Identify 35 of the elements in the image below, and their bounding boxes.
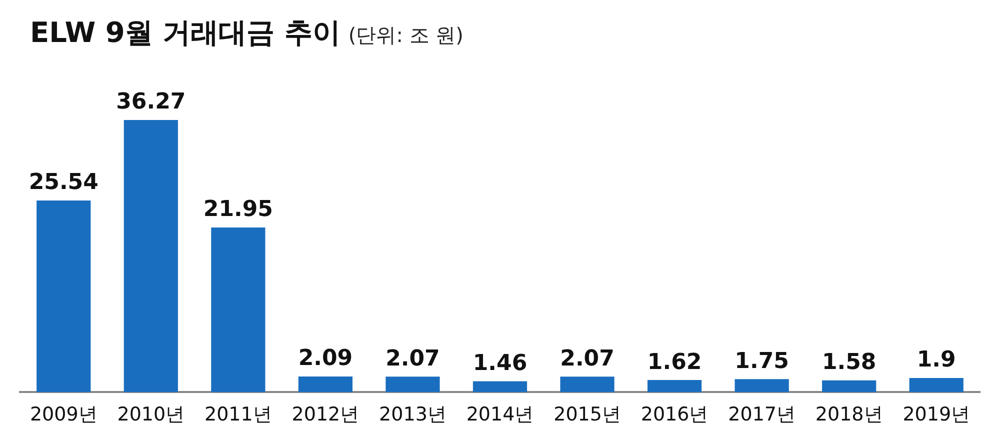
x-tick-label: 2016년	[640, 404, 708, 426]
data-label: 1.58	[822, 350, 876, 376]
chart-subtitle: (단위: 조 원)	[348, 23, 464, 47]
bar	[386, 376, 440, 392]
data-label: 36.27	[116, 90, 186, 115]
x-tick-label: 2018년	[815, 404, 883, 426]
x-tick-label: 2015년	[554, 404, 621, 426]
x-tick-label: 2013년	[379, 404, 446, 426]
bar	[298, 376, 353, 392]
data-label: 1.75	[734, 348, 789, 374]
x-tick-label: 2014년	[466, 404, 534, 426]
bar	[909, 378, 964, 392]
bar	[560, 376, 614, 392]
bar	[124, 120, 178, 392]
data-label: 21.95	[203, 197, 273, 222]
bar	[472, 381, 528, 392]
data-label: 25.54	[28, 170, 98, 196]
bar	[822, 380, 876, 392]
bar	[211, 227, 266, 392]
x-tick-label: 2012년	[292, 404, 360, 426]
data-label: 2.07	[386, 346, 440, 372]
chart-title: ELW 9월 거래대금 추이	[30, 16, 340, 49]
bar	[647, 380, 702, 392]
data-label: 1.62	[647, 350, 702, 375]
bar	[36, 200, 91, 392]
data-label: 1.46	[472, 350, 528, 376]
x-tick-label: 2017년	[728, 404, 796, 426]
data-label: 2.07	[560, 346, 614, 372]
x-tick-label: 2009년	[30, 404, 98, 426]
x-tick-label: 2010년	[117, 404, 185, 426]
data-label: 1.9	[916, 348, 956, 373]
data-label: 2.09	[298, 346, 353, 372]
bar	[734, 379, 789, 392]
x-tick-label: 2019년	[902, 404, 970, 426]
x-tick-label: 2011년	[204, 404, 272, 426]
